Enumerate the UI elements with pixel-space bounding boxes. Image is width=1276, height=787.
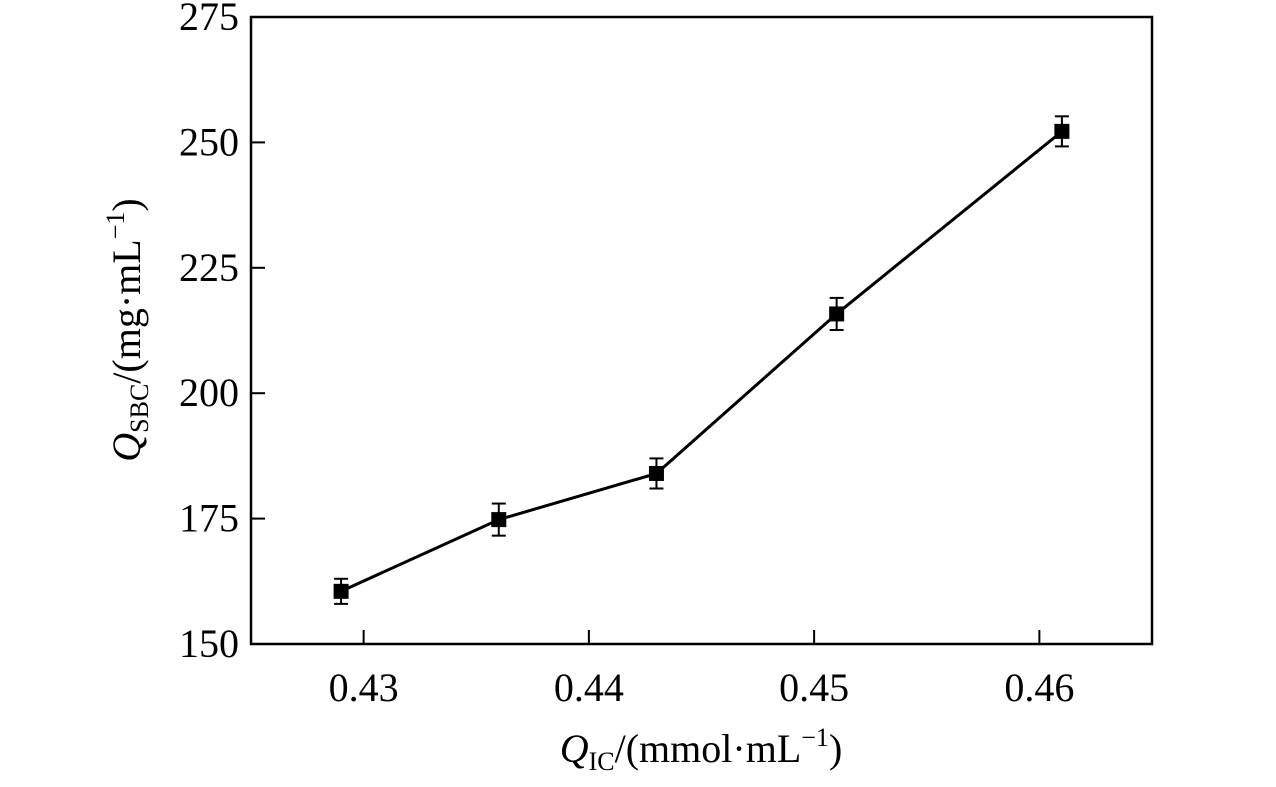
- x-tick-label: 0.45: [779, 665, 849, 710]
- x-tick-label: 0.46: [1004, 665, 1074, 710]
- data-point: [491, 512, 507, 528]
- y-tick-label: 150: [179, 621, 239, 666]
- x-axis-title-subscript: IC: [589, 747, 615, 776]
- plot-frame: [249, 15, 1154, 646]
- y-axis-title-subscript: SBC: [125, 384, 154, 433]
- y-tick-label: 250: [179, 119, 239, 164]
- x-axis-title-unit-superscript: −1: [801, 723, 829, 752]
- y-axis-title: QSBC/(mg·mL−1): [101, 198, 154, 461]
- data-point: [648, 465, 664, 481]
- data-point: [333, 583, 349, 599]
- x-axis-ticks: 0.43 0.44 0.45 0.46: [329, 630, 1074, 710]
- data-point: [829, 306, 845, 322]
- x-tick-label: 0.43: [329, 665, 399, 710]
- y-axis-ticks: 150 175 200 225 250 275: [179, 0, 265, 666]
- y-axis-title-symbol: Q: [104, 433, 149, 462]
- series-line: [340, 130, 1063, 593]
- data-point: [1054, 123, 1070, 139]
- y-tick-label: 275: [179, 0, 239, 39]
- y-axis-title-unit-close: ): [104, 198, 149, 211]
- y-tick-label: 200: [179, 370, 239, 415]
- x-tick-label: 0.44: [554, 665, 624, 710]
- y-axis-title-unit-superscript: −1: [101, 212, 130, 240]
- x-axis-title-unit-close: ): [829, 726, 842, 771]
- y-axis-title-unit: /(mg·mL: [104, 239, 149, 383]
- x-axis-title: QIC/(mmol·mL−1): [560, 723, 843, 776]
- series-layer: [333, 115, 1070, 605]
- x-axis-title-symbol: Q: [560, 726, 589, 771]
- x-axis-title-unit: /(mmol·mL: [615, 726, 802, 771]
- y-tick-label: 225: [179, 245, 239, 290]
- y-tick-label: 175: [179, 496, 239, 541]
